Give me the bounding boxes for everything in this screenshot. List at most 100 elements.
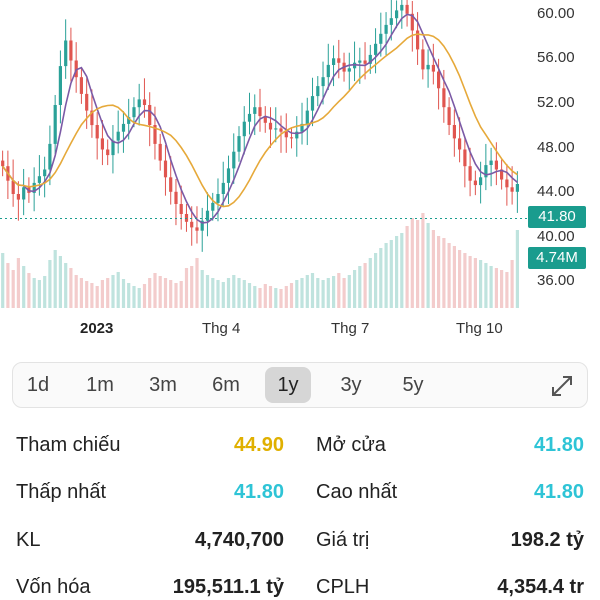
candle <box>337 39 341 79</box>
volume-bar <box>510 260 514 308</box>
period-1m-button[interactable]: 1m <box>86 374 114 396</box>
volume-bar <box>137 288 141 308</box>
volume-bar <box>468 256 472 308</box>
y-tick-label: 48.00 <box>537 139 575 156</box>
volume-bar <box>232 275 236 308</box>
candle <box>179 185 183 230</box>
volume-bar <box>473 258 477 308</box>
volume-bar <box>6 263 10 308</box>
candle <box>11 159 15 207</box>
price-chart[interactable]: 60.00 56.00 52.00 48.00 44.00 40.00 36.0… <box>0 0 600 350</box>
candle <box>174 178 178 226</box>
volume-bar <box>347 275 351 308</box>
volume-bar <box>295 280 299 308</box>
period-3y-button[interactable]: 3y <box>340 374 362 396</box>
volume-bar <box>195 258 199 308</box>
stat-label-von-hoa: Vốn hóa <box>16 576 91 598</box>
stat-value-cplh: 4,354.4 tr <box>497 576 584 598</box>
period-3m-button[interactable]: 3m <box>149 374 177 396</box>
volume-bar <box>416 220 420 308</box>
volume-bar <box>405 226 409 308</box>
candle <box>169 156 173 205</box>
candle <box>500 159 504 190</box>
y-tick-label: 52.00 <box>537 94 575 111</box>
candle <box>195 206 199 244</box>
volume-bar <box>379 248 383 308</box>
volume-bar <box>190 266 194 308</box>
volume-bar <box>274 288 278 308</box>
candle <box>347 52 351 90</box>
candle <box>258 88 262 132</box>
candle <box>85 78 89 129</box>
volume-bar <box>426 223 430 308</box>
period-5y-button[interactable]: 5y <box>402 374 424 396</box>
period-6m-button[interactable]: 6m <box>212 374 240 396</box>
stat-label-mo-cua: Mở cửa <box>316 434 386 456</box>
volume-bar <box>106 278 110 308</box>
volume-bar <box>169 280 173 308</box>
volume-bar <box>184 268 189 308</box>
stat-label-cplh: CPLH <box>316 576 370 598</box>
candle <box>211 192 215 221</box>
volume-bar <box>310 273 315 308</box>
volume-bar <box>95 286 99 308</box>
volume-bar <box>505 272 509 308</box>
candle <box>479 161 483 204</box>
candle <box>494 142 498 186</box>
stat-value-mo-cua: 41.80 <box>533 434 584 456</box>
volume-bar <box>237 278 241 308</box>
ma-long-line <box>1 33 518 208</box>
volume-bar <box>79 278 83 308</box>
expand-arrows-icon[interactable] <box>548 372 576 400</box>
x-tick-label: Thg 7 <box>331 320 370 337</box>
volume-bar <box>258 288 262 308</box>
candle <box>447 97 451 136</box>
volume-bar <box>153 273 157 308</box>
candle <box>1 150 5 177</box>
volume-bar <box>179 281 183 308</box>
volume-bar <box>226 278 231 308</box>
stat-value-tham-chieu: 44.90 <box>233 434 284 456</box>
period-1y-button[interactable]: 1y <box>265 367 311 403</box>
volume-bar <box>127 283 131 308</box>
chart-canvas[interactable] <box>0 0 600 350</box>
candle <box>247 92 252 135</box>
stat-value-gia-tri: 198.2 tỷ <box>510 529 584 551</box>
x-tick-label: Thg 4 <box>202 320 241 337</box>
period-1d-button[interactable]: 1d <box>26 374 50 396</box>
candle <box>484 143 488 191</box>
volume-bar <box>90 283 94 308</box>
volume-bar <box>216 280 220 308</box>
candle <box>300 102 304 145</box>
volume-bar <box>148 278 152 308</box>
volume-bar <box>337 273 341 308</box>
y-tick-label: 60.00 <box>537 5 575 22</box>
candle <box>111 125 115 174</box>
volume-bar <box>58 256 62 308</box>
stat-label-kl: KL <box>16 529 41 551</box>
candle <box>379 12 383 57</box>
candle <box>43 156 47 198</box>
candle <box>489 147 493 187</box>
volume-bar <box>268 286 273 308</box>
volume-bar <box>389 240 393 308</box>
candle <box>221 161 225 207</box>
candle <box>79 67 83 104</box>
volume-bar <box>43 276 47 308</box>
last-price-tag: 41.80 <box>528 206 586 228</box>
candle <box>400 0 404 29</box>
volume-bar <box>142 284 147 308</box>
stat-label-gia-tri: Giá trị <box>316 529 370 551</box>
stat-value-von-hoa: 195,511.1 tỷ <box>172 576 284 598</box>
volume-bar <box>421 213 425 308</box>
x-tick-label: Thg 10 <box>456 320 503 337</box>
volume-bar <box>53 250 57 308</box>
candle <box>74 42 78 93</box>
candle <box>263 106 267 133</box>
stat-value-cao-nhat: 41.80 <box>533 481 584 503</box>
volume-bar <box>484 263 488 308</box>
volume-bar <box>289 283 294 308</box>
candle <box>253 94 257 136</box>
volume-bar <box>300 278 304 308</box>
volume-bar <box>205 275 210 308</box>
